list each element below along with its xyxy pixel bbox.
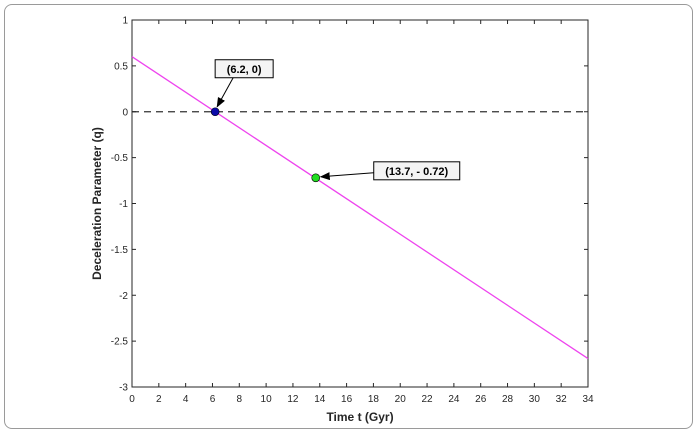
plot-area <box>131 19 589 388</box>
x-tick-label: 4 <box>183 394 189 405</box>
x-tick-label: 20 <box>395 394 407 405</box>
x-tick-label: 26 <box>475 394 487 405</box>
x-tick-label: 16 <box>341 394 353 405</box>
x-tick-label: 0 <box>129 394 135 405</box>
y-tick-label: -2 <box>119 291 128 302</box>
x-tick-label: 24 <box>448 394 460 405</box>
annotation-label: (13.7, - 0.72) <box>385 166 448 178</box>
annotation-arrow <box>319 172 374 181</box>
y-axis-title: Deceleration Parameter (q) <box>90 127 104 280</box>
annotation-label: (6.2, 0) <box>227 64 262 76</box>
x-tick-label: 34 <box>582 394 594 405</box>
x-axis-ticks: 0 2 4 6 8 10 12 14 16 18 20 22 24 26 28 30 32 34 <box>129 20 594 405</box>
y-tick-label: -1 <box>119 199 128 210</box>
x-tick-label: 6 <box>210 394 216 405</box>
y-tick-label: -2.5 <box>111 337 129 348</box>
y-tick-label: 0 <box>122 107 128 118</box>
x-tick-label: 14 <box>314 394 326 405</box>
annotations: (6.2, 0) (13.7, - 0.72) <box>214 59 461 181</box>
x-tick-label: 10 <box>261 394 273 405</box>
x-tick-label: 32 <box>556 394 568 405</box>
x-tick-label: 30 <box>529 394 541 405</box>
y-tick-label: -1.5 <box>111 245 129 256</box>
x-tick-label: 2 <box>156 394 162 405</box>
x-tick-label: 18 <box>368 394 380 405</box>
x-tick-label: 28 <box>502 394 514 405</box>
annotation-arrow <box>216 77 234 108</box>
x-axis-title: Time t (Gyr) <box>326 410 393 424</box>
x-tick-label: 22 <box>421 394 433 405</box>
data-points <box>210 107 321 183</box>
highlight-point-0 <box>210 107 220 117</box>
y-tick-label: 0.5 <box>114 61 128 72</box>
y-axis-ticks: 1 0.5 0 -0.5 -1 -1.5 -2 -2.5 -3 <box>111 16 588 394</box>
annotation-box <box>373 161 461 181</box>
series-lines <box>131 56 589 360</box>
highlight-point-1 <box>311 173 321 183</box>
y-tick-label: 1 <box>122 16 128 27</box>
x-tick-label: 8 <box>237 394 243 405</box>
y-tick-label: -0.5 <box>111 153 129 164</box>
annotation-box <box>214 59 274 79</box>
series-line-0 <box>131 56 589 360</box>
x-tick-label: 12 <box>287 394 299 405</box>
y-tick-label: -3 <box>119 383 128 394</box>
